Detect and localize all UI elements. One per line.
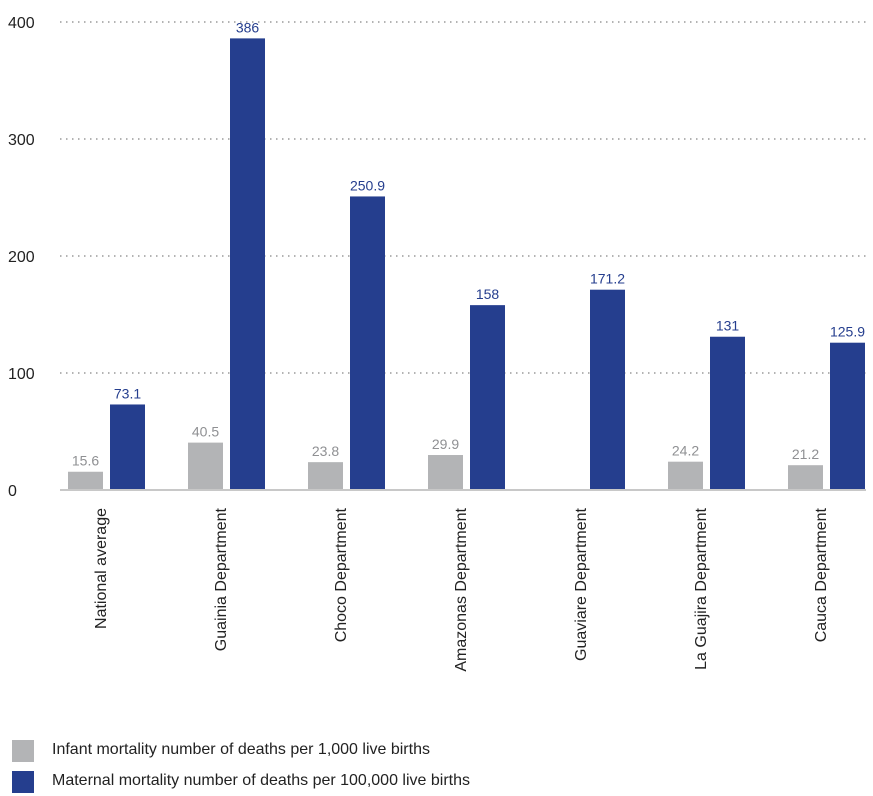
bar-infant — [668, 461, 703, 490]
bar-maternal — [590, 289, 625, 490]
bar-maternal — [830, 342, 865, 490]
y-tick-label: 400 — [8, 15, 35, 32]
value-label-maternal: 171.2 — [590, 271, 625, 287]
value-label-infant: 21.2 — [792, 446, 819, 462]
x-tick-label: Choco Department — [333, 507, 350, 642]
bar-maternal — [710, 336, 745, 490]
bar-infant — [428, 455, 463, 490]
y-tick-label: 200 — [8, 249, 35, 266]
value-label-maternal: 73.1 — [114, 385, 141, 401]
x-tick-label: National average — [93, 508, 110, 629]
bar-infant — [188, 442, 223, 490]
x-tick-label: Guainia Department — [213, 507, 230, 651]
x-tick-label: Guaviare Department — [573, 507, 590, 661]
bar-maternal — [350, 196, 385, 490]
value-label-maternal: 158 — [476, 286, 500, 302]
bars — [68, 38, 865, 490]
x-axis: National average Guainia Department Choco … — [60, 489, 866, 672]
legend-item-infant: Infant mortality number of deaths per 1,… — [12, 740, 862, 764]
legend-label-infant: Infant mortality number of deaths per 1,… — [52, 741, 430, 758]
value-label-infant: 24.2 — [672, 443, 699, 459]
legend-swatch-maternal — [12, 771, 34, 793]
y-axis: 0 100 200 300 400 — [8, 15, 35, 500]
value-label-maternal: 131 — [716, 318, 740, 334]
bar-infant — [788, 465, 823, 490]
value-label-infant: 40.5 — [192, 424, 219, 440]
x-tick-label: Cauca Department — [813, 507, 830, 642]
bar-maternal — [230, 38, 265, 490]
value-label-infant: 23.8 — [312, 443, 339, 459]
x-tick-label: Amazonas Department — [453, 507, 470, 671]
value-label-infant: 29.9 — [432, 436, 459, 452]
y-tick-label: 100 — [8, 366, 35, 383]
bar-infant — [68, 471, 103, 490]
value-label-maternal: 386 — [236, 19, 260, 35]
bar-infant — [308, 462, 343, 490]
bar-maternal — [110, 404, 145, 490]
y-tick-label: 0 — [8, 483, 17, 500]
x-tick-label: La Guajira Department — [693, 507, 710, 669]
bar-maternal — [470, 305, 505, 490]
value-label-infant: 15.6 — [72, 453, 99, 469]
value-labels: 15.6 40.5 23.8 29.9 24.2 21.2 73.1 386 250.9 158 1… — [72, 19, 865, 468]
value-label-maternal: 125.9 — [830, 324, 865, 340]
y-tick-label: 300 — [8, 132, 35, 149]
value-label-maternal: 250.9 — [350, 177, 385, 193]
legend-swatch-infant — [12, 740, 34, 762]
legend-label-maternal: Maternal mortality number of deaths per … — [52, 772, 470, 789]
bar-chart: 0 100 200 300 400 15.6 40.5 23.8 29.9 24.2 21.2 73… — [8, 15, 866, 672]
gridlines — [60, 21, 866, 374]
legend-item-maternal: Maternal mortality number of deaths per … — [12, 771, 862, 795]
